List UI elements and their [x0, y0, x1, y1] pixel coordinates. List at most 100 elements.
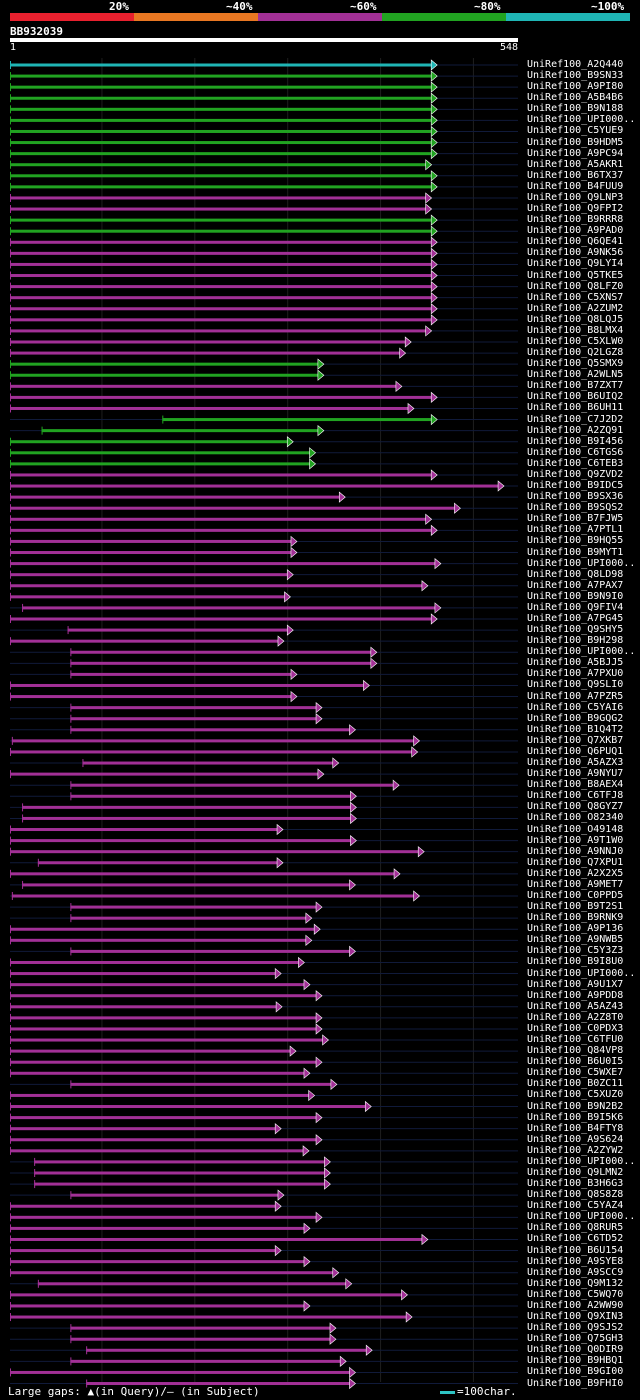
hit-bar[interactable]: [10, 351, 401, 355]
hit-bar[interactable]: [10, 639, 279, 643]
hit-bar[interactable]: [10, 229, 433, 233]
hit-label[interactable]: UniRef100_A7PTL1: [527, 524, 624, 536]
hit-bar[interactable]: [10, 573, 289, 577]
hit-bar[interactable]: [10, 96, 433, 100]
hit-bar[interactable]: [10, 107, 433, 111]
hit-bar[interactable]: [10, 85, 433, 89]
hit-label[interactable]: UniRef100_Q9LMN2: [527, 1167, 624, 1178]
hit-label[interactable]: UniRef100_Q9SJS2: [527, 1322, 624, 1334]
hit-bar[interactable]: [70, 949, 351, 953]
hit-bar[interactable]: [10, 683, 365, 687]
hit-bar[interactable]: [10, 74, 433, 78]
hit-label[interactable]: UniRef100_B9IDC5: [527, 480, 624, 492]
hit-label[interactable]: UniRef100_B9N9I0: [527, 590, 624, 602]
hit-label[interactable]: UniRef100_C5WXE7: [527, 1067, 624, 1079]
hit-bar[interactable]: [37, 861, 279, 865]
hit-bar[interactable]: [10, 1005, 278, 1009]
hit-bar[interactable]: [10, 1038, 324, 1042]
hit-bar[interactable]: [10, 262, 433, 266]
hit-label[interactable]: UniRef100_A5AZX3: [527, 757, 624, 769]
hit-bar[interactable]: [10, 750, 413, 754]
hit-bar[interactable]: [10, 1027, 318, 1031]
hit-label[interactable]: UniRef100_Q0DIR9: [527, 1344, 624, 1356]
hit-bar[interactable]: [10, 196, 427, 200]
hit-bar[interactable]: [10, 296, 433, 300]
hit-label[interactable]: UniRef100_Q9LNP3: [527, 191, 624, 203]
hit-bar[interactable]: [70, 1326, 331, 1330]
hit-bar[interactable]: [10, 1293, 403, 1297]
hit-bar[interactable]: [10, 362, 319, 366]
hit-bar[interactable]: [10, 1226, 305, 1230]
hit-label[interactable]: UniRef100_A9PC94: [527, 147, 624, 159]
hit-label[interactable]: UniRef100_B8AEX4: [527, 779, 624, 791]
hit-label[interactable]: UniRef100_B6UH11: [527, 402, 624, 414]
hit-bar[interactable]: [70, 794, 352, 798]
hit-label[interactable]: UniRef100_C5YUE9: [527, 125, 624, 137]
hit-label[interactable]: UniRef100_Q9FIV4: [527, 601, 624, 613]
hit-bar[interactable]: [10, 1249, 277, 1253]
hit-bar[interactable]: [10, 1315, 408, 1319]
hit-label[interactable]: UniRef100_A2X2X5: [527, 867, 624, 879]
hit-bar[interactable]: [86, 1382, 351, 1386]
hit-label[interactable]: UniRef100_B4FTY8: [527, 1122, 624, 1134]
hit-bar[interactable]: [70, 916, 307, 920]
hit-label[interactable]: UniRef100_B4FUU9: [527, 180, 624, 192]
hit-label[interactable]: UniRef100_B9HQ55: [527, 535, 624, 547]
hit-label[interactable]: UniRef100_Q9FPI2: [527, 203, 624, 215]
hit-label[interactable]: UniRef100_A9MET7: [527, 878, 624, 890]
hit-bar[interactable]: [10, 1149, 305, 1153]
hit-bar[interactable]: [10, 1304, 305, 1308]
hit-label[interactable]: UniRef100_A9S624: [527, 1133, 624, 1145]
hit-bar[interactable]: [10, 551, 292, 555]
hit-label[interactable]: UniRef100_Q8LFZ0: [527, 280, 624, 292]
hit-label[interactable]: UniRef100_C5XNS7: [527, 291, 624, 303]
hit-label[interactable]: UniRef100_Q8GYZ7: [527, 801, 624, 813]
hit-bar[interactable]: [10, 163, 427, 167]
hit-bar[interactable]: [10, 1370, 351, 1374]
hit-label[interactable]: UniRef100_A5AZ43: [527, 1000, 624, 1012]
hit-bar[interactable]: [10, 406, 409, 410]
hit-label[interactable]: UniRef100_A5AKR1: [527, 158, 624, 170]
hit-label[interactable]: UniRef100_B9T2S1: [527, 901, 624, 913]
hit-bar[interactable]: [10, 595, 286, 599]
hit-bar[interactable]: [10, 828, 279, 832]
hit-bar[interactable]: [10, 1138, 318, 1142]
hit-label[interactable]: UniRef100_A7PAX7: [527, 579, 624, 591]
hit-bar[interactable]: [10, 440, 289, 444]
hit-bar[interactable]: [10, 695, 292, 699]
hit-label[interactable]: UniRef100_C5XUZ0: [527, 1089, 624, 1101]
hit-label[interactable]: UniRef100_A9U1X7: [527, 978, 624, 990]
hit-bar[interactable]: [70, 728, 351, 732]
hit-bar[interactable]: [10, 1016, 318, 1020]
hit-label[interactable]: UniRef100_UPI000..: [527, 114, 636, 126]
hit-bar[interactable]: [70, 1359, 342, 1363]
hit-label[interactable]: UniRef100_A9NNJ0: [527, 845, 624, 857]
hit-label[interactable]: UniRef100_UPI000..: [527, 557, 636, 569]
hit-bar[interactable]: [11, 894, 415, 898]
hit-bar[interactable]: [10, 617, 433, 621]
hit-label[interactable]: UniRef100_A7PXU0: [527, 668, 624, 680]
hit-label[interactable]: UniRef100_B9RNK9: [527, 912, 624, 924]
hit-bar[interactable]: [10, 772, 319, 776]
hit-label[interactable]: UniRef100_A5B4B6: [527, 92, 624, 104]
hit-bar[interactable]: [10, 1215, 318, 1219]
hit-label[interactable]: UniRef100_B7ZXT7: [527, 380, 624, 392]
hit-label[interactable]: UniRef100_Q9SLI0: [527, 679, 624, 691]
hit-label[interactable]: UniRef100_Q7XPU1: [527, 856, 624, 868]
hit-label[interactable]: UniRef100_Q8S8Z8: [527, 1189, 624, 1201]
hit-bar[interactable]: [70, 905, 318, 909]
hit-bar[interactable]: [34, 1171, 326, 1175]
hit-label[interactable]: UniRef100_A9PI80: [527, 81, 624, 93]
hit-bar[interactable]: [34, 1160, 326, 1164]
hit-bar[interactable]: [10, 285, 433, 289]
hit-label[interactable]: UniRef100_A9NK56: [527, 247, 624, 259]
hit-bar[interactable]: [70, 650, 372, 654]
hit-bar[interactable]: [10, 517, 427, 521]
hit-bar[interactable]: [10, 484, 500, 488]
hit-label[interactable]: UniRef100_UPI000..: [527, 1155, 636, 1167]
hit-bar[interactable]: [10, 850, 420, 854]
hit-label[interactable]: UniRef100_Q8LQJ5: [527, 313, 624, 325]
hit-bar[interactable]: [10, 938, 307, 942]
hit-bar[interactable]: [22, 883, 351, 887]
hit-label[interactable]: UniRef100_B9N2B2: [527, 1100, 624, 1112]
